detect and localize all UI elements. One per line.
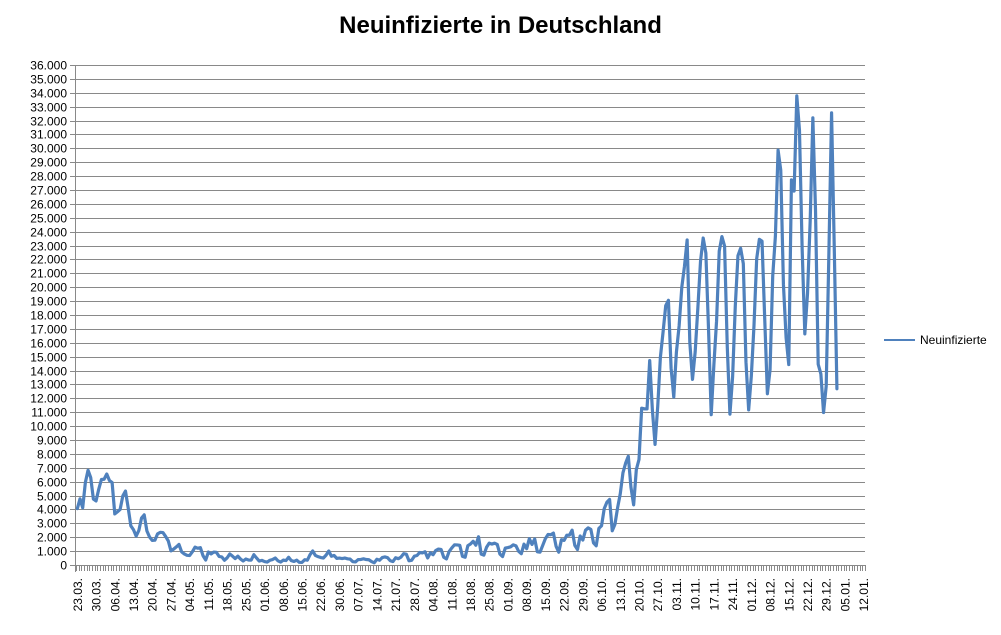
x-tick-label: 11.08. xyxy=(445,578,459,610)
x-tick-label: 29.12. xyxy=(820,578,834,611)
x-tick-label: 18.08. xyxy=(464,578,478,611)
x-tick-label: 21.07. xyxy=(389,578,403,611)
y-tick-label: 22.000 xyxy=(30,253,67,267)
x-tick-label: 03.11. xyxy=(670,578,684,610)
x-tick-label: 01.12. xyxy=(745,578,759,611)
x-axis-labels: 23.03. 30.03. 06.04. 13.04. 20.04. 27.04. 04.0… xyxy=(71,578,871,611)
y-tick-label: 34.000 xyxy=(30,87,67,101)
y-tick-label: 19.000 xyxy=(30,295,67,309)
x-tick-label: 30.03. xyxy=(90,578,104,611)
x-tick-label: 15.06. xyxy=(296,578,310,611)
x-tick-label: 18.05. xyxy=(221,578,235,611)
y-tick-label: 15.000 xyxy=(30,351,67,365)
y-tick-label: 23.000 xyxy=(30,240,67,254)
y-axis-labels: 01.0002.0003.0004.0005.0006.0007.0008.00… xyxy=(30,59,67,573)
y-tick-label: 4.000 xyxy=(37,503,67,517)
y-tick-label: 20.000 xyxy=(30,281,67,295)
y-tick-label: 16.000 xyxy=(30,337,67,351)
y-tick-label: 0 xyxy=(60,559,67,573)
x-tick-label: 27.04. xyxy=(164,578,178,611)
y-tick-label: 28.000 xyxy=(30,170,67,184)
legend-line-icon xyxy=(884,339,915,341)
x-tick-label: 10.11. xyxy=(689,578,703,610)
y-tick-label: 2.000 xyxy=(37,531,67,545)
y-tick-label: 17.000 xyxy=(30,323,67,337)
x-tick-label: 08.12. xyxy=(764,578,778,611)
x-tick-label: 20.04. xyxy=(146,578,160,611)
y-tick-label: 29.000 xyxy=(30,156,67,170)
y-tick-label: 27.000 xyxy=(30,184,67,198)
x-tick-label: 12.01. xyxy=(857,578,871,611)
y-tick-label: 1.000 xyxy=(37,545,67,559)
y-tick-label: 14.000 xyxy=(30,365,67,379)
y-tick-label: 12.000 xyxy=(30,392,67,406)
x-tick-label: 05.01. xyxy=(838,578,852,611)
x-tick-label: 22.09. xyxy=(558,578,572,611)
y-tick-label: 25.000 xyxy=(30,212,67,226)
x-tick-label: 01.06. xyxy=(258,578,272,611)
y-tick-label: 31.000 xyxy=(30,128,67,142)
x-tick-label: 15.12. xyxy=(782,578,796,611)
x-tick-label: 22.12. xyxy=(801,578,815,611)
y-tick-label: 13.000 xyxy=(30,378,67,392)
y-tick-label: 30.000 xyxy=(30,142,67,156)
y-tick-label: 8.000 xyxy=(37,448,67,462)
x-tick-label: 15.09. xyxy=(539,578,553,611)
x-axis-tick-comb xyxy=(76,565,866,571)
x-tick-label: 04.05. xyxy=(183,578,197,611)
x-tick-label: 06.04. xyxy=(108,578,122,611)
x-tick-label: 23.03. xyxy=(71,578,85,611)
x-tick-label: 17.11. xyxy=(707,578,721,610)
y-tick-label: 9.000 xyxy=(37,434,67,448)
x-tick-label: 08.09. xyxy=(520,578,534,611)
y-gridlines xyxy=(76,65,865,566)
y-tick-label: 36.000 xyxy=(30,59,67,73)
y-tick-label: 35.000 xyxy=(30,73,67,87)
y-tick-label: 33.000 xyxy=(30,101,67,115)
y-tick-label: 7.000 xyxy=(37,462,67,476)
x-tick-label: 08.06. xyxy=(277,578,291,611)
legend: Neuinfizierte xyxy=(884,331,987,349)
y-tick-label: 18.000 xyxy=(30,309,67,323)
x-tick-label: 06.10. xyxy=(595,578,609,611)
x-tick-label: 28.07. xyxy=(408,578,422,611)
x-tick-label: 13.10. xyxy=(614,578,628,611)
x-tick-label: 25.05. xyxy=(239,578,253,611)
chart-title: Neuinfizierte in Deutschland xyxy=(339,12,662,39)
x-tick-label: 24.11. xyxy=(726,578,740,610)
x-tick-label: 20.10. xyxy=(632,578,646,611)
y-tick-label: 26.000 xyxy=(30,198,67,212)
y-tick-label: 6.000 xyxy=(37,476,67,490)
legend-series-label: Neuinfizierte xyxy=(920,333,987,347)
x-tick-label: 14.07. xyxy=(370,578,384,611)
x-tick-label: 27.10. xyxy=(651,578,665,611)
y-tick-label: 10.000 xyxy=(30,420,67,434)
y-tick-label: 11.000 xyxy=(31,406,67,420)
series-line-neuinfizierte xyxy=(75,94,839,565)
x-tick-label: 29.09. xyxy=(576,578,590,611)
x-tick-label: 01.09. xyxy=(501,578,515,611)
x-tick-label: 07.07. xyxy=(352,578,366,611)
x-tick-label: 30.06. xyxy=(333,578,347,611)
y-tick-label: 24.000 xyxy=(30,226,67,240)
y-tick-label: 3.000 xyxy=(37,517,67,531)
y-tick-label: 32.000 xyxy=(30,115,67,129)
x-tick-label: 13.04. xyxy=(127,578,141,611)
x-tick-label: 04.08. xyxy=(427,578,441,611)
x-tick-label: 25.08. xyxy=(483,578,497,611)
x-tick-label: 22.06. xyxy=(314,578,328,611)
x-tick-label: 11.05. xyxy=(202,578,216,610)
y-tick-label: 5.000 xyxy=(37,490,67,504)
y-tick-label: 21.000 xyxy=(30,267,67,281)
